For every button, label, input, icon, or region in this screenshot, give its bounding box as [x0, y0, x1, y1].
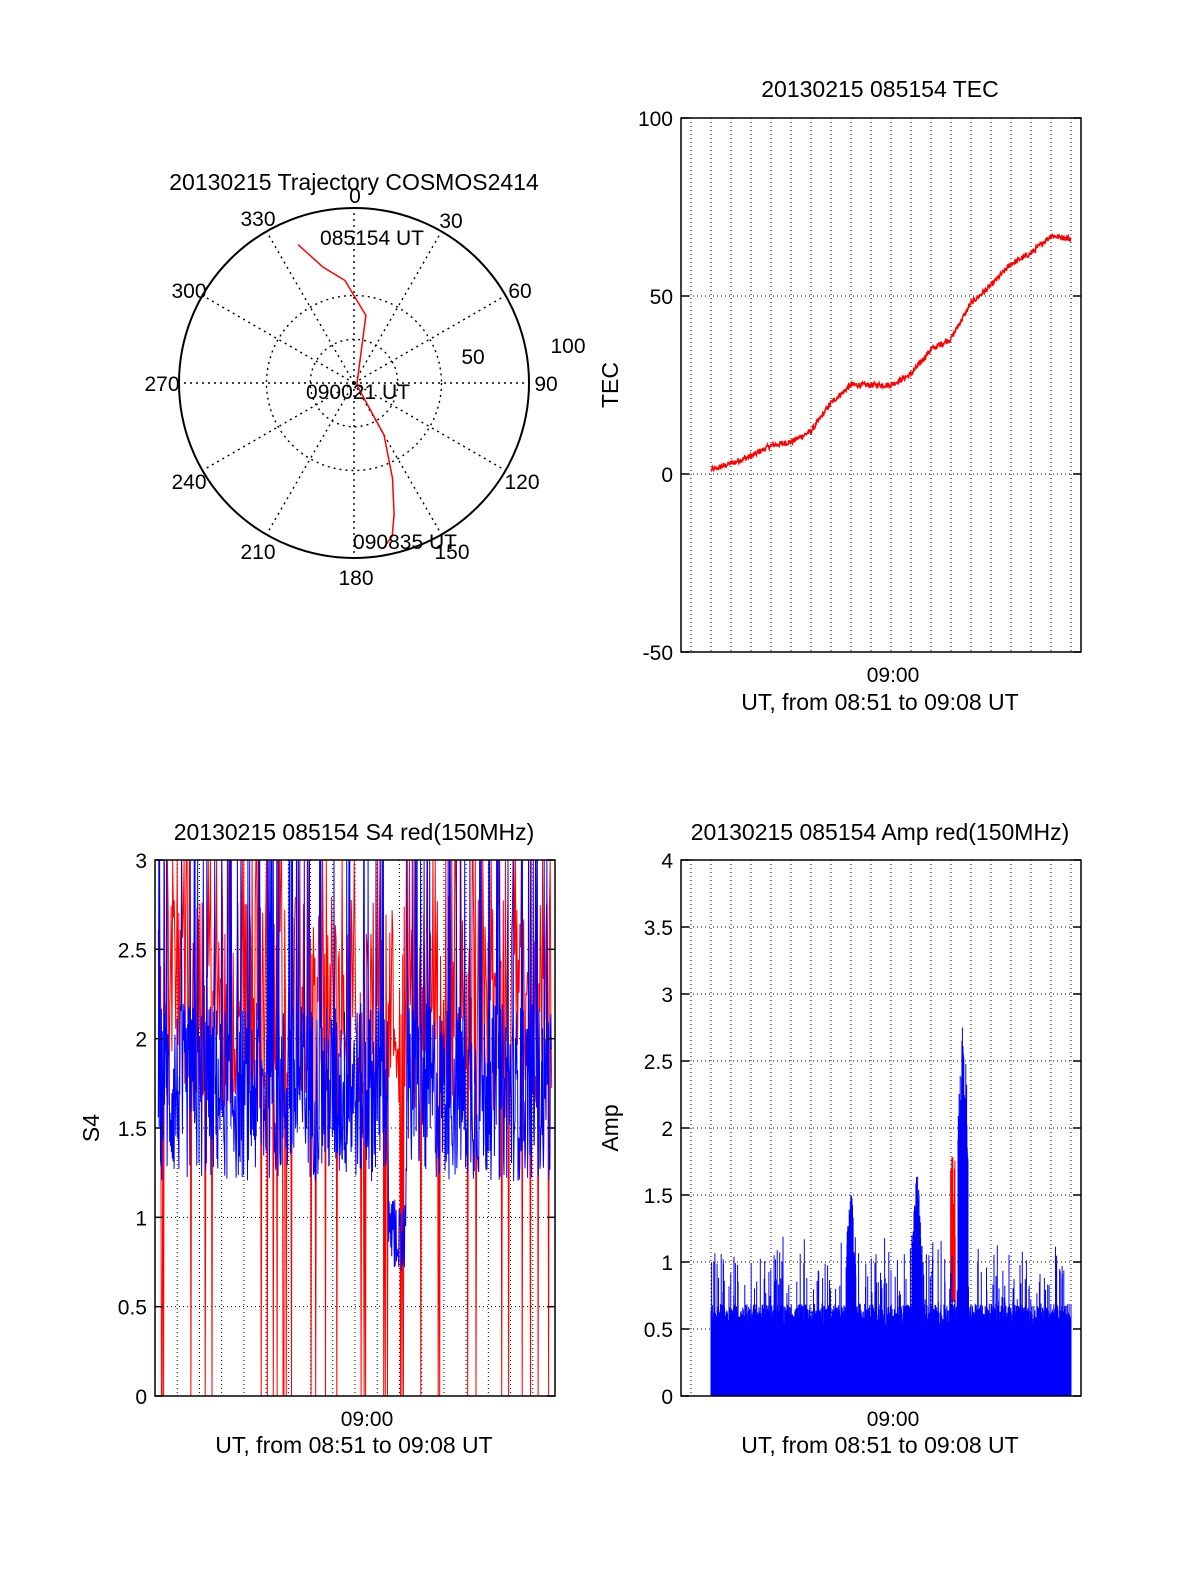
trajectory-start-label: 085154 UT [320, 227, 424, 250]
s4-y-axis-label: S4 [78, 1114, 104, 1142]
tec-chart: 20130215 085154 TEC -50 0 50 100 09:00 UT, … [597, 76, 1082, 715]
amp-grid [681, 860, 1081, 1396]
polar-grid [179, 208, 529, 558]
amp-ytick-label-8: 4 [661, 850, 673, 873]
amp-ytick-label-0: 0 [661, 1386, 673, 1409]
polar-spoke-150 [353, 382, 443, 535]
polar-outer-circle [178, 207, 530, 559]
radius-label-50: 50 [461, 346, 484, 369]
polar-azimuth-labels: 0 30 60 90 120 150 180 210 240 270 300 3… [144, 185, 585, 590]
amp-chart: 20130215 085154 Amp red(150MHz) 0 0.5 1 1.5… [597, 819, 1082, 1458]
amp-ytick-label-1: 0.5 [644, 1319, 673, 1342]
polar-spoke-120 [353, 382, 506, 472]
amp-y-axis-label: Amp [597, 1104, 623, 1151]
amp-y-ticks: 0 0.5 1 1.5 2 2.5 3 3.5 4 [644, 850, 1081, 1409]
azimuth-label-330: 330 [240, 208, 275, 231]
polar-spoke-330 [265, 231, 355, 384]
trajectory-title: 20130215 Trajectory COSMOS2414 [169, 169, 539, 195]
polar-spoke-300 [202, 294, 355, 384]
trajectory-chart: 20130215 Trajectory COSMOS2414 0 30 60 9… [144, 169, 585, 590]
azimuth-label-0: 0 [349, 185, 361, 208]
azimuth-label-30: 30 [439, 210, 462, 233]
amp-ytick-label-6: 3 [661, 984, 673, 1007]
s4-ytick-label-3: 1.5 [118, 1118, 147, 1141]
azimuth-label-180: 180 [338, 567, 373, 590]
amp-x-tick-label: 09:00 [867, 1408, 920, 1431]
tec-ytick-label-1: 0 [661, 464, 673, 487]
tec-y-axis-label: TEC [597, 362, 623, 408]
radius-label-100: 100 [550, 335, 585, 358]
s4-y-ticks: 0 0.5 1 1.5 2 2.5 3 [118, 850, 555, 1409]
trajectory-end-label: 090835 UT [353, 531, 457, 554]
amp-title: 20130215 085154 Amp red(150MHz) [691, 819, 1069, 845]
azimuth-label-120: 120 [504, 471, 539, 494]
azimuth-label-300: 300 [171, 280, 206, 303]
amp-ytick-label-3: 1.5 [644, 1185, 673, 1208]
polar-spoke-210 [265, 382, 355, 535]
tec-x-axis-label: UT, from 08:51 to 09:08 UT [741, 689, 1018, 715]
s4-ytick-label-6: 3 [135, 850, 147, 873]
azimuth-label-90: 90 [534, 373, 557, 396]
s4-x-axis-label: UT, from 08:51 to 09:08 UT [215, 1432, 492, 1458]
s4-ytick-label-0: 0 [135, 1386, 147, 1409]
tec-ytick-label-0: -50 [643, 642, 673, 665]
s4-x-tick-label: 09:00 [341, 1408, 394, 1431]
amp-ytick-label-4: 2 [661, 1118, 673, 1141]
amp-blue-series [710, 1027, 1072, 1396]
azimuth-label-210: 210 [240, 541, 275, 564]
azimuth-label-240: 240 [171, 471, 206, 494]
polar-spoke-60 [353, 294, 506, 384]
trajectory-line [297, 244, 395, 549]
tec-ytick-label-2: 50 [650, 286, 673, 309]
s4-red-series [157, 859, 553, 1397]
tec-plot-frame [680, 117, 1082, 653]
s4-ytick-label-2: 1 [135, 1207, 147, 1230]
polar-ring-50 [265, 294, 443, 472]
s4-chart: 20130215 085154 S4 red(150MHz) 0 0.5 1 1.5 2… [78, 819, 556, 1458]
tec-y-ticks: -50 0 50 100 [638, 108, 1081, 665]
s4-ytick-label-4: 2 [135, 1029, 147, 1052]
tec-x-tick-label: 09:00 [867, 664, 920, 687]
azimuth-label-150: 150 [434, 541, 469, 564]
amp-ytick-label-7: 3.5 [644, 917, 673, 940]
polar-spoke-240 [202, 382, 355, 472]
tec-ytick-label-3: 100 [638, 108, 673, 131]
trajectory-mid-label: 090021 UT [306, 381, 410, 404]
amp-ytick-label-5: 2.5 [644, 1051, 673, 1074]
amp-x-axis-label: UT, from 08:51 to 09:08 UT [741, 1432, 1018, 1458]
azimuth-label-60: 60 [508, 280, 531, 303]
azimuth-label-270: 270 [144, 373, 179, 396]
amp-red-series [950, 1156, 956, 1303]
s4-title: 20130215 085154 S4 red(150MHz) [174, 819, 535, 845]
amp-ytick-label-2: 1 [661, 1252, 673, 1275]
tec-grid [681, 118, 1081, 652]
polar-spoke-30 [353, 231, 443, 384]
s4-ytick-label-5: 2.5 [118, 939, 147, 962]
s4-blue-series [157, 859, 553, 1271]
tec-series-line [710, 232, 1072, 472]
tec-title: 20130215 085154 TEC [761, 76, 998, 102]
s4-ytick-label-1: 0.5 [118, 1297, 147, 1320]
